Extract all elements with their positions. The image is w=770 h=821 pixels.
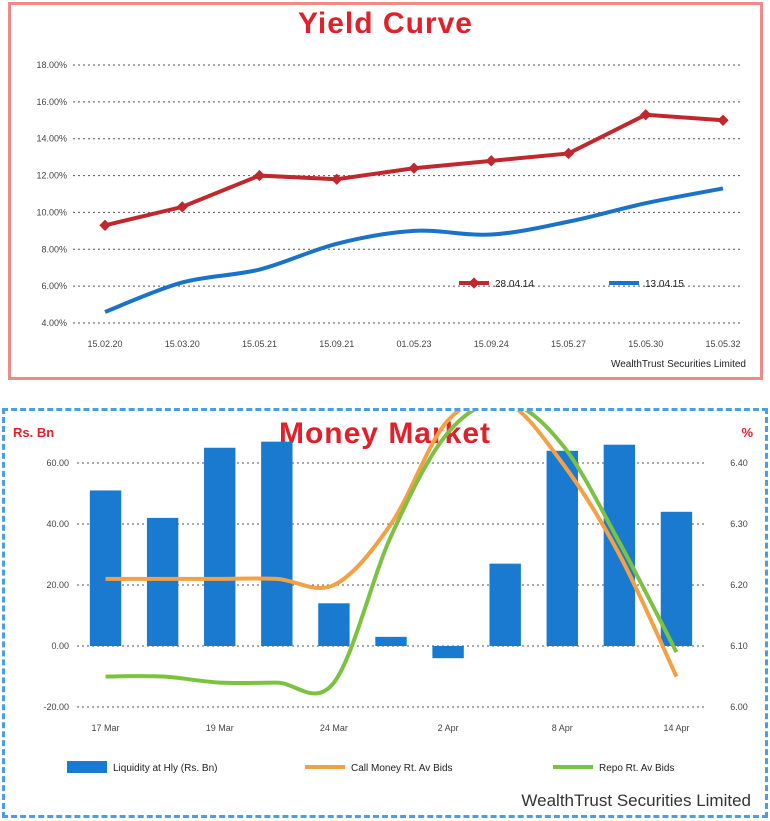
liquidity-bar	[318, 603, 350, 646]
y-left-tick-label: 60.00	[46, 458, 69, 468]
liquidity-bar	[261, 441, 293, 646]
series-line-Call Money Rt. Av Bids	[105, 411, 679, 678]
data-point	[331, 173, 343, 185]
legend-swatch	[67, 761, 107, 773]
x-tick-label: 2 Apr	[438, 723, 459, 733]
left-axis-unit: Rs. Bn	[13, 425, 55, 440]
liquidity-bar	[660, 511, 693, 646]
y-tick-label: 8.00%	[41, 244, 67, 254]
y-tick-label: 4.00%	[41, 318, 67, 328]
y-left-tick-label: 40.00	[46, 519, 69, 529]
x-tick-label: 15.09.24	[474, 339, 509, 349]
liquidity-bar	[375, 636, 407, 646]
data-point	[717, 114, 729, 126]
x-tick-label: 15.09.21	[319, 339, 354, 349]
x-tick-label: 15.05.32	[705, 339, 740, 349]
yield-curve-title: Yield Curve	[298, 7, 473, 40]
y-tick-label: 18.00%	[36, 60, 67, 70]
money-market-panel: Money Market Rs. Bn % -20.00 0.00 20.00 40.…	[2, 408, 768, 818]
y-right-tick-label: 6.20	[730, 580, 748, 590]
x-tick-label: 15.05.27	[551, 339, 586, 349]
x-tick-label: 8 Apr	[552, 723, 573, 733]
y-tick-label: 6.00%	[41, 281, 67, 291]
y-tick-label: 16.00%	[36, 97, 67, 107]
liquidity-bar	[546, 450, 578, 646]
legend-label: 13.04.15	[645, 279, 684, 290]
liquidity-bar	[489, 563, 521, 646]
liquidity-bar	[204, 447, 236, 646]
y-left-tick-label: 20.00	[46, 580, 69, 590]
x-tick-label: 19 Mar	[206, 723, 234, 733]
y-tick-label: 14.00%	[36, 134, 67, 144]
right-axis-unit: %	[741, 425, 753, 440]
x-tick-label: 17 Mar	[92, 723, 120, 733]
data-point	[562, 147, 575, 160]
legend-marker	[468, 277, 480, 289]
series-line-Repo Rt. Av Bids	[105, 411, 679, 696]
money-market-chart: -20.00 0.00 20.00 40.00 60.00 6.00 6.10 6.20 6.3…	[43, 411, 748, 774]
y-right-tick-label: 6.10	[730, 641, 748, 651]
liquidity-bar	[432, 646, 464, 659]
x-tick-label: 15.02.20	[87, 339, 122, 349]
y-right-tick-label: 6.40	[730, 458, 748, 468]
x-tick-label: 15.05.21	[242, 339, 277, 349]
y-right-tick-label: 6.30	[730, 519, 748, 529]
liquidity-bar	[89, 490, 122, 646]
data-point	[99, 219, 111, 231]
money-market-source: WealthTrust Securities Limited	[521, 791, 751, 810]
y-tick-label: 12.00%	[36, 171, 67, 181]
yield-curve-source: WealthTrust Securities Limited	[610, 359, 746, 370]
x-tick-label: 15.03.20	[165, 339, 200, 349]
y-left-tick-label: -20.00	[43, 702, 69, 712]
data-point	[408, 162, 420, 174]
x-tick-label: 01.05.23	[396, 339, 431, 349]
legend-label: Call Money Rt. Av Bids	[351, 763, 453, 774]
x-tick-label: 14 Apr	[663, 723, 689, 733]
legend-label: Repo Rt. Av Bids	[599, 763, 674, 774]
yield-curve-panel: Yield Curve 4.00% 6.00% 8.00% 10.00% 12.00% 1…	[8, 2, 763, 380]
y-tick-label: 10.00%	[36, 207, 67, 217]
x-tick-label: 15.05.30	[628, 339, 663, 349]
liquidity-bar	[146, 517, 179, 646]
x-tick-label: 24 Mar	[320, 723, 348, 733]
data-point	[485, 155, 497, 167]
legend-label: 28.04.14	[495, 279, 534, 290]
legend-label: Liquidity at Hly (Rs. Bn)	[113, 763, 217, 774]
y-right-tick-label: 6.00	[730, 702, 748, 712]
y-left-tick-label: 0.00	[51, 641, 69, 651]
data-point	[253, 169, 266, 182]
yield-curve-chart: 4.00% 6.00% 8.00% 10.00% 12.00% 14.00% 16.00% 1…	[36, 60, 741, 349]
series-line-13.04.15	[104, 186, 724, 314]
data-point	[176, 201, 188, 213]
